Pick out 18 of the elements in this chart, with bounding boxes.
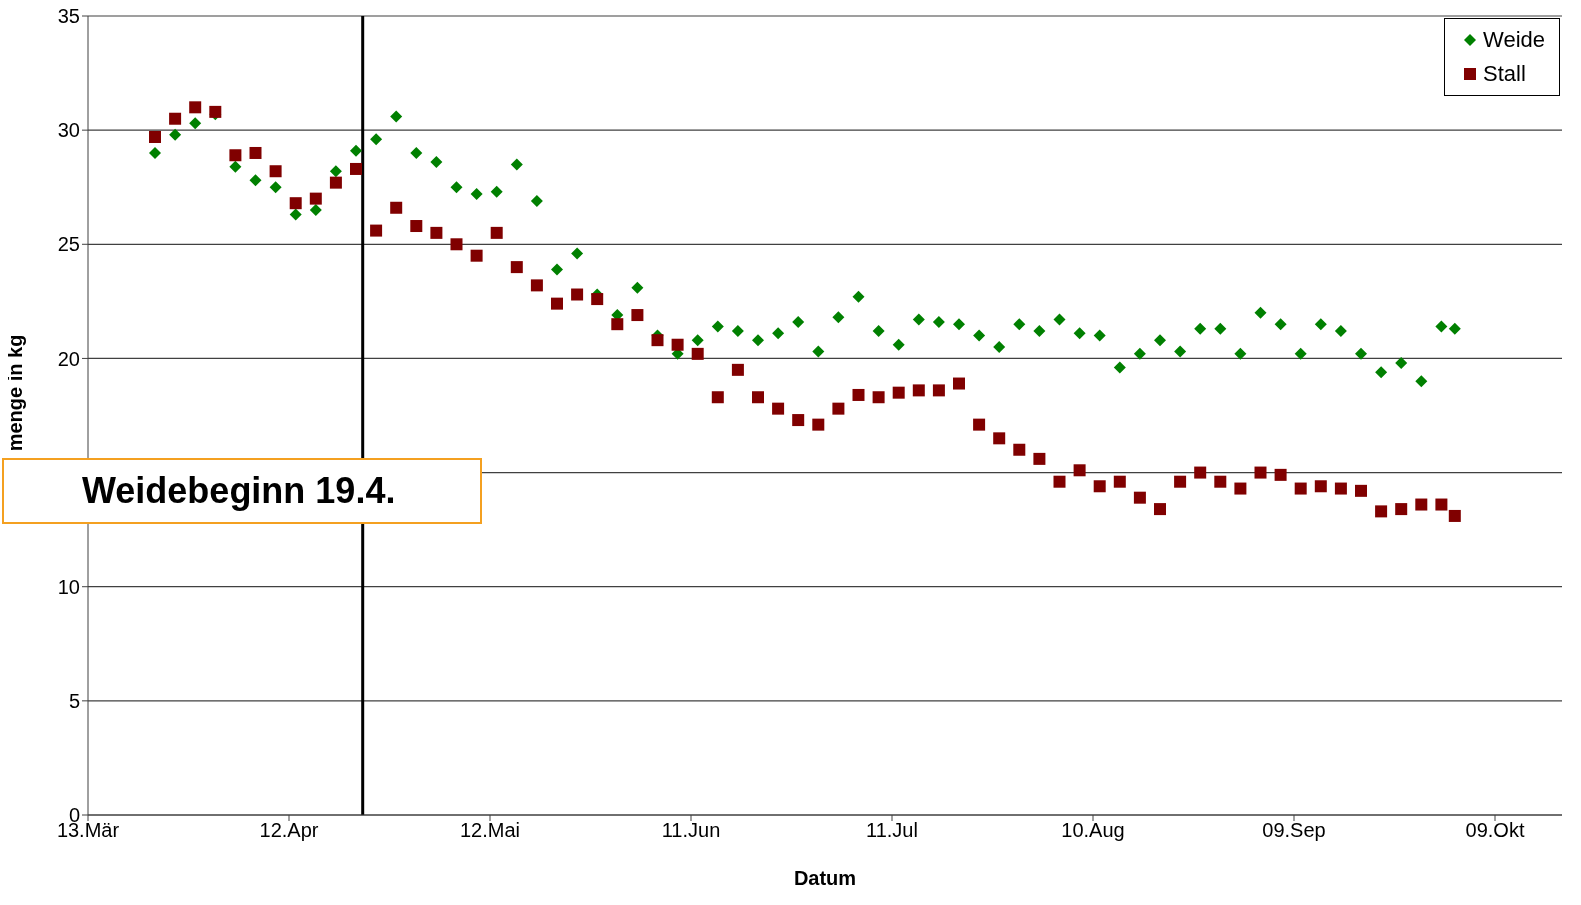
- y-tick-label: 35: [57, 5, 80, 28]
- ref-line-label: Weidebeginn 19.4.: [82, 470, 396, 512]
- y-axis-title: menge in kg: [4, 334, 26, 452]
- x-tick-label: 12.Mai: [459, 819, 521, 842]
- x-tick-label: 09.Sep: [1262, 819, 1326, 842]
- x-tick-label: 10.Aug: [1061, 819, 1125, 842]
- legend-label: Weide: [1483, 26, 1545, 54]
- x-tick-label: 11.Jun: [661, 819, 721, 842]
- y-tick-label: 5: [68, 689, 80, 712]
- x-tick-label: 12.Apr: [259, 819, 319, 842]
- y-tick-label: 30: [57, 119, 80, 142]
- x-axis-title: Datum: [793, 867, 857, 889]
- x-tick-label: 09.Okt: [1465, 819, 1525, 842]
- y-tick-label: 10: [57, 575, 80, 598]
- y-tick-label: 20: [57, 347, 80, 370]
- legend-label: Stall: [1483, 60, 1526, 88]
- x-tick-label: 11.Jul: [866, 819, 918, 842]
- y-tick-label: 25: [57, 233, 80, 256]
